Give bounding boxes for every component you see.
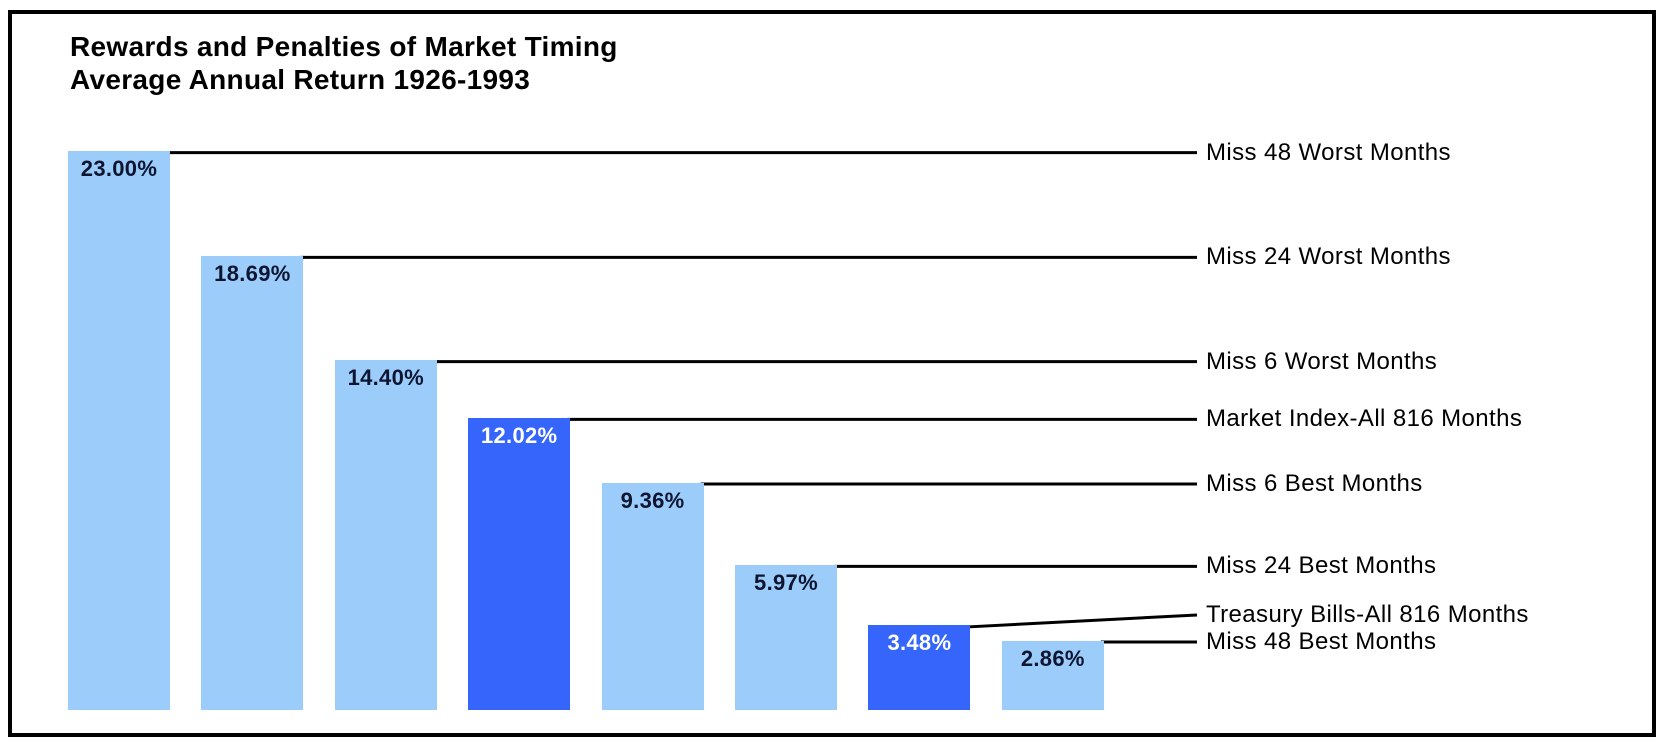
bar-value-label: 12.02% [480,422,558,448]
category-label-market-index-all-816-months: Market Index-All 816 Months [1206,405,1523,433]
category-label-miss-24-best-months: Miss 24 Best Months [1206,552,1437,580]
bar-value-label: 9.36% [620,487,685,513]
bar-value-label: 14.40% [347,365,424,391]
category-label-miss-6-best-months: Miss 6 Best Months [1206,470,1423,498]
category-label-miss-24-worst-months: Miss 24 Worst Months [1206,243,1451,271]
bar-treasury-bills-all-816-months: 3.48% [868,625,971,710]
chart-title-line2: Average Annual Return 1926-1993 [70,64,531,95]
bar-miss-6-best-months: 9.36% [601,482,704,710]
bar-market-index-all-816-months: 12.02% [468,417,571,710]
bar-value-label: 3.48% [887,630,952,656]
category-label-treasury-bills-all-816-months: Treasury Bills-All 816 Months [1206,601,1529,628]
bar-miss-48-best-months: 2.86% [1001,640,1104,710]
category-label-miss-48-worst-months: Miss 48 Worst Months [1206,138,1451,166]
bar-value-label: 5.97% [754,569,818,595]
chart-title: Rewards and Penalties of Market Timing A… [70,30,618,96]
bar-value-label: 23.00% [80,156,158,182]
bar-value-label: 2.86% [1020,645,1085,671]
bar-miss-48-worst-months: 23.00% [68,151,170,710]
bar-value-label: 18.69% [214,260,291,286]
category-label-miss-48-best-months: Miss 48 Best Months [1206,628,1437,655]
bar-miss-6-worst-months: 14.40% [334,360,437,710]
category-label-miss-6-worst-months: Miss 6 Worst Months [1206,347,1438,375]
bar-miss-24-worst-months: 18.69% [201,255,304,710]
bar-miss-24-best-months: 5.97% [735,564,837,710]
chart-title-line1: Rewards and Penalties of Market Timing [70,31,618,62]
chart-frame-border [8,10,1656,737]
